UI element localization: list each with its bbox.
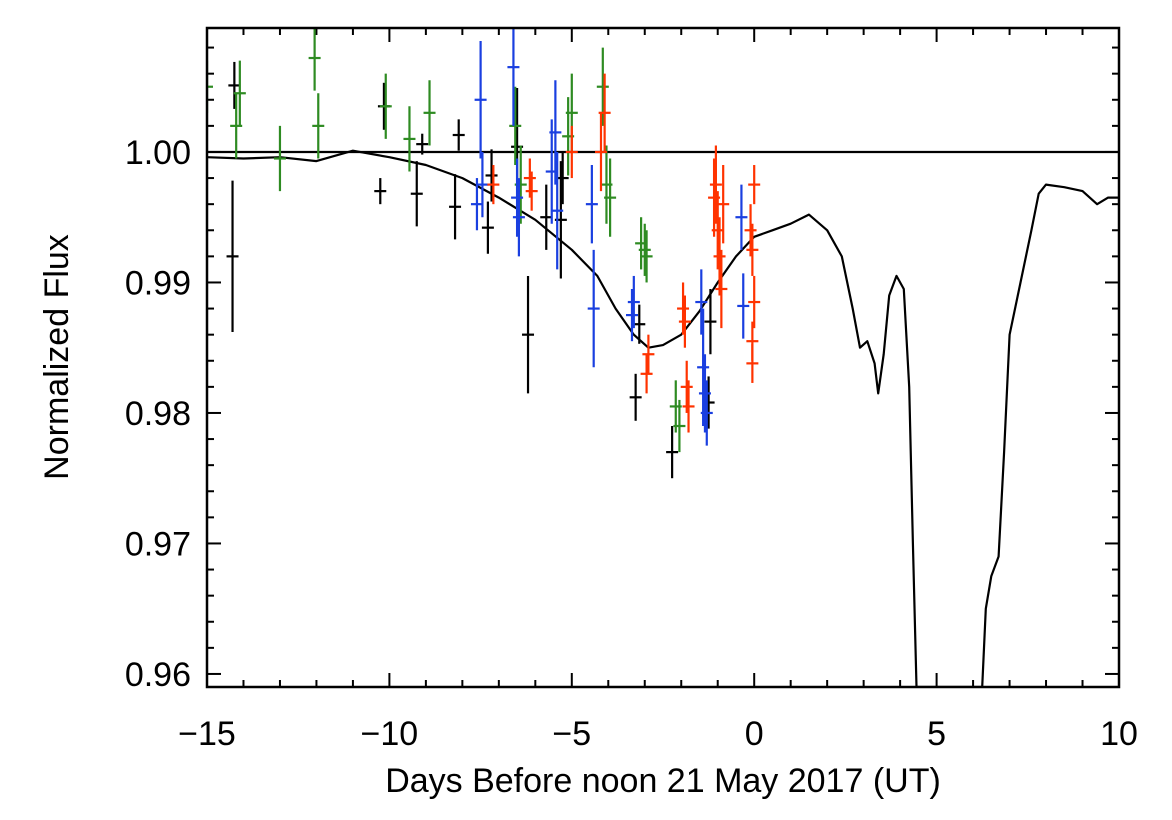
y-tick-label: 0.97 [125, 525, 191, 563]
data-point [673, 399, 686, 453]
data-point [556, 151, 569, 205]
x-tick-label: −15 [178, 715, 236, 753]
x-tick-label: 0 [745, 715, 764, 753]
data-point [273, 125, 286, 192]
data-point [598, 73, 611, 152]
data-point [587, 249, 600, 368]
data-point [746, 223, 759, 276]
data-point [207, 60, 213, 113]
data-point [228, 61, 241, 109]
plot-area [207, 28, 1119, 687]
data-point [695, 269, 708, 335]
x-tick-label: 10 [1100, 715, 1138, 753]
y-tick-label: 0.96 [125, 656, 191, 694]
data-point [226, 180, 239, 333]
data-point [748, 165, 761, 205]
data-point [522, 275, 535, 394]
data-point [640, 354, 653, 394]
data-point [698, 354, 711, 433]
data-point [748, 275, 761, 329]
data-point [474, 41, 487, 159]
data-point [410, 161, 423, 227]
data-point [487, 165, 500, 205]
data-point [511, 158, 524, 237]
data-point [737, 273, 750, 339]
data-point [485, 149, 498, 202]
data-point [746, 343, 759, 383]
data-point [709, 145, 722, 224]
data-point [604, 158, 617, 237]
x-axis-title: Days Before noon 21 May 2017 (UT) [385, 762, 941, 800]
data-point [629, 373, 642, 421]
data-point [540, 184, 553, 250]
data-point [715, 249, 728, 329]
data-point [697, 308, 710, 427]
data-point [549, 80, 562, 185]
x-tick-label: −10 [361, 715, 419, 753]
data-point [677, 282, 690, 335]
data-point [374, 178, 387, 205]
x-tick-label: 5 [927, 715, 946, 753]
data-point [525, 171, 538, 211]
plot-frame [205, 26, 1121, 689]
data-point [449, 174, 462, 240]
data-point [507, 28, 520, 126]
y-tick-label: 0.98 [125, 395, 191, 433]
data-point [512, 178, 525, 257]
data-point [596, 47, 609, 126]
data-point [452, 119, 465, 151]
data-point [640, 230, 653, 283]
data-point [627, 275, 640, 329]
tick-labels: −15 −10 −5 0 5 10 0.96 0.97 0.98 0.99 1.00 [125, 134, 1138, 753]
data-point [625, 288, 638, 342]
data-point [678, 295, 691, 348]
data-point [509, 86, 522, 166]
data-point [476, 151, 489, 218]
data-point [308, 28, 321, 91]
data-point [735, 184, 748, 250]
data-point [666, 426, 679, 479]
data-point [680, 360, 693, 413]
data-point [585, 165, 598, 244]
data-point [312, 93, 325, 159]
data-point [423, 80, 436, 146]
model-curve [207, 149, 1119, 687]
y-axis-title: Normalized Flux [38, 234, 76, 480]
x-tick-label: −5 [552, 715, 591, 753]
data-point [565, 125, 578, 179]
data-point [233, 60, 246, 126]
y-tick-label: 0.99 [125, 264, 191, 302]
data-point [379, 73, 392, 139]
data-point [403, 106, 416, 172]
data-point [481, 201, 494, 254]
data-point [717, 165, 730, 244]
y-tick-label: 1.00 [125, 134, 191, 172]
data-point [744, 204, 757, 257]
data-point [642, 334, 655, 374]
data-point [633, 304, 646, 344]
data-point [682, 380, 695, 433]
data-point [416, 133, 429, 155]
data-point [638, 223, 651, 276]
data-point [713, 217, 726, 296]
data-point [470, 178, 483, 231]
data-point [700, 380, 713, 446]
data-point [704, 288, 717, 355]
axis-ticks [206, 28, 1120, 687]
data-point [551, 151, 564, 270]
